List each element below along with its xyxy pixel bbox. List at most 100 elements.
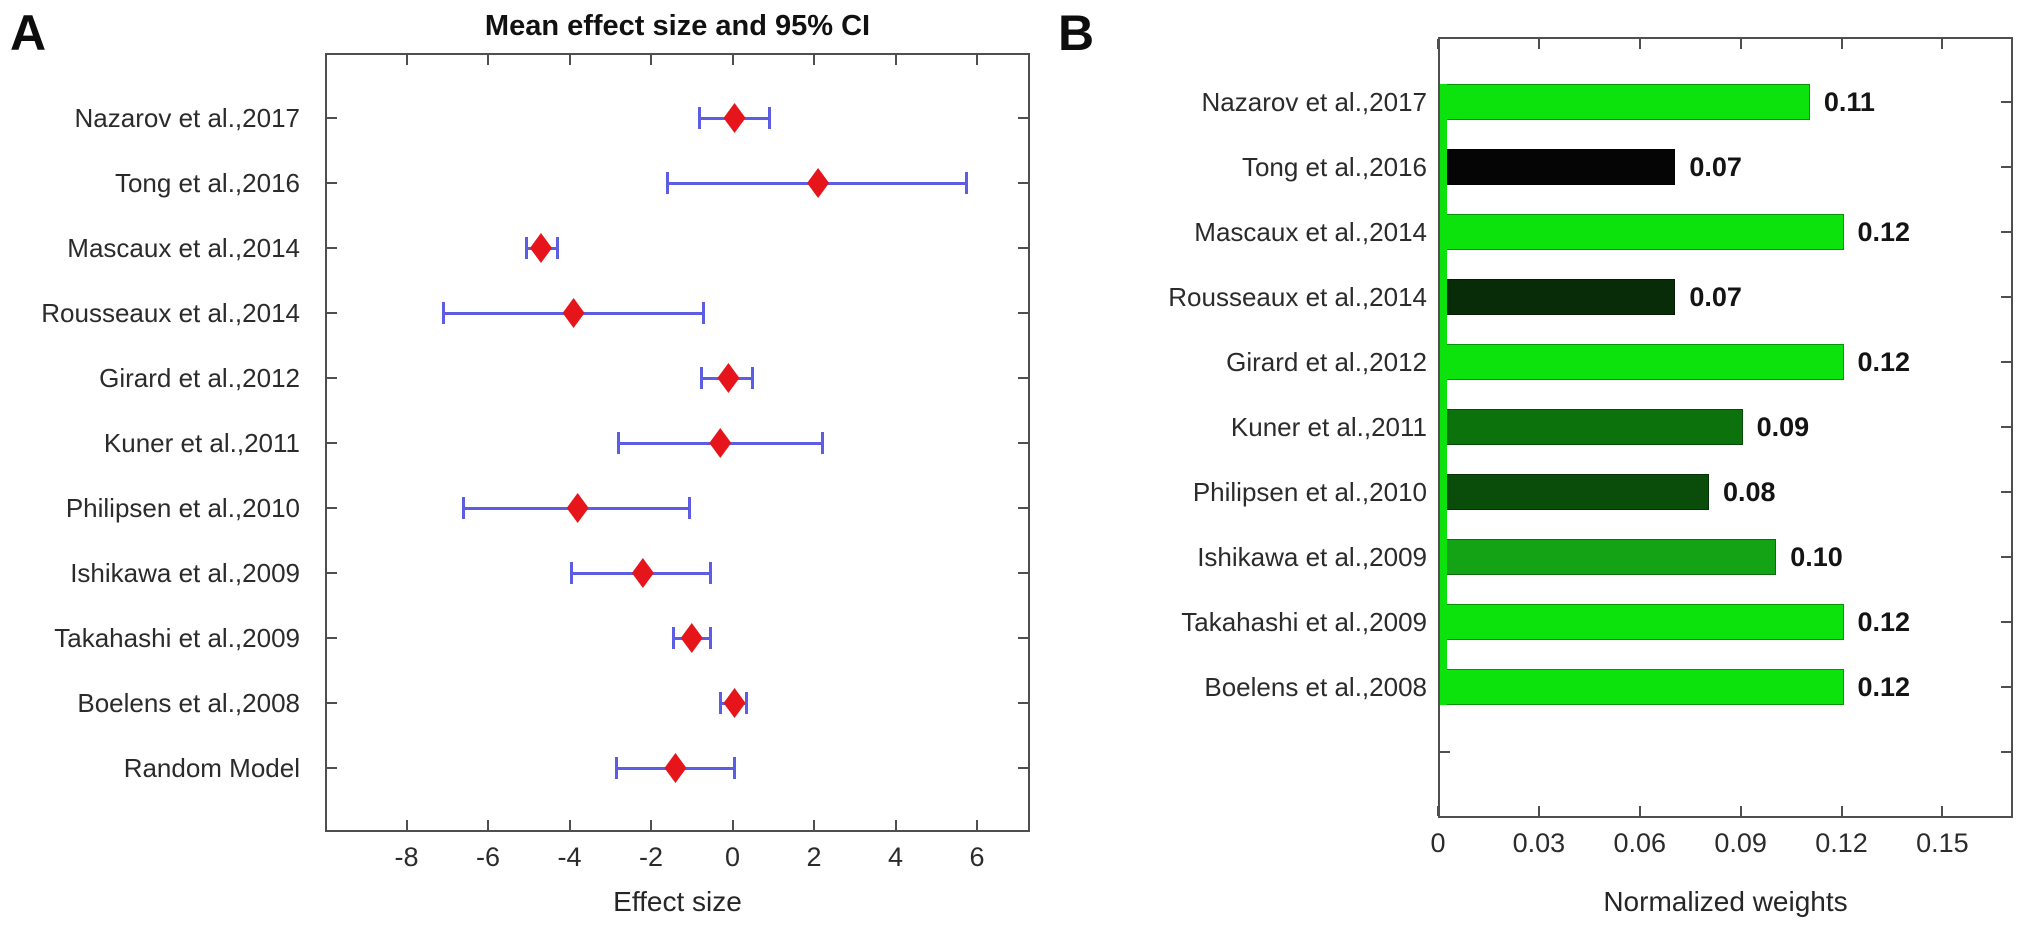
weight-bar	[1440, 279, 1676, 315]
weight-bar	[1440, 344, 1844, 380]
bar-value-label: 0.12	[1857, 672, 1911, 702]
x-tick-bottom	[1638, 806, 1641, 816]
ci-cap-right	[733, 757, 737, 779]
x-tick-bottom	[487, 820, 489, 830]
y-tick-left	[327, 312, 337, 314]
x-tick-label: 0.03	[1512, 828, 1566, 858]
bar-category-label: Tong et al.,2016	[1241, 152, 1427, 182]
forest-study-label: Ishikawa et al.,2009	[70, 558, 300, 588]
bar-category-label: Kuner et al.,2011	[1230, 412, 1427, 442]
ci-cap-left	[441, 302, 445, 324]
baseline-stripe	[1440, 84, 1447, 705]
y-tick-right	[2001, 491, 2011, 493]
x-tick-top	[731, 55, 734, 65]
y-tick-right	[2001, 686, 2011, 688]
x-tick-bottom	[1739, 806, 1742, 816]
x-tick-bottom	[1941, 806, 1944, 816]
mean-diamond-marker	[709, 428, 732, 458]
ci-cap-right	[751, 367, 755, 389]
bar-category-label: Philipsen et al.,2010	[1192, 477, 1427, 507]
ci-cap-right	[702, 302, 706, 324]
x-tick-label: 2	[806, 842, 822, 872]
y-tick-right	[2001, 426, 2011, 428]
y-tick-right	[1018, 377, 1028, 379]
ci-cap-left	[665, 172, 669, 194]
y-tick-right	[1018, 117, 1028, 119]
y-tick-right	[1018, 182, 1028, 184]
x-tick-label: 4	[888, 842, 904, 872]
x-tick-top	[1739, 39, 1742, 49]
x-tick-bottom	[1840, 806, 1843, 816]
x-tick-top	[1638, 39, 1641, 49]
weight-bar	[1440, 409, 1743, 445]
x-tick-top	[1537, 39, 1540, 49]
bar-value-label: 0.08	[1723, 477, 1776, 507]
bar-value-label: 0.12	[1857, 347, 1911, 377]
bar-category-label: Rousseaux et al.,2014	[1168, 282, 1427, 312]
x-tick-bottom	[731, 820, 734, 830]
bar-category-label: Mascaux et al.,2014	[1194, 217, 1427, 247]
panel-a-letter: A	[10, 5, 47, 61]
weight-bar	[1440, 604, 1844, 640]
bar-category-label: Girard et al.,2012	[1226, 347, 1427, 377]
mean-diamond-marker	[717, 363, 740, 393]
x-tick-bottom	[813, 820, 816, 830]
bar-value-label: 0.10	[1790, 542, 1843, 572]
bar-category-label: Nazarov et al.,2017	[1201, 87, 1427, 117]
x-tick-top	[813, 55, 816, 65]
ci-cap-right	[965, 172, 969, 194]
weight-bar	[1440, 149, 1676, 185]
x-tick-top	[1941, 39, 1944, 49]
x-tick-label: 6	[969, 842, 985, 872]
x-tick-label: -4	[557, 842, 582, 872]
x-tick-label: -6	[475, 842, 500, 872]
y-tick-left	[327, 117, 337, 119]
mean-diamond-marker	[631, 558, 654, 588]
x-tick-bottom	[405, 820, 408, 830]
mean-diamond-marker	[680, 623, 703, 653]
forest-study-label: Kuner et al.,2011	[103, 428, 300, 458]
x-tick-label: 0.06	[1613, 828, 1667, 858]
y-tick-right	[1018, 702, 1028, 704]
bar-value-label: 0.07	[1689, 282, 1742, 312]
bar-category-label: Boelens et al.,2008	[1204, 672, 1427, 702]
ci-cap-right	[708, 562, 712, 584]
forest-study-label: Nazarov et al.,2017	[74, 103, 300, 133]
weight-bar	[1440, 214, 1844, 250]
y-tick-left	[327, 377, 337, 379]
x-tick-bottom	[1437, 806, 1439, 816]
ci-cap-left	[570, 562, 574, 584]
mean-diamond-marker	[723, 688, 746, 718]
bar-value-label: 0.07	[1689, 152, 1742, 182]
forest-study-label: Philipsen et al.,2010	[65, 493, 300, 523]
bar-xaxis-label: Normalized weights	[1603, 886, 1848, 917]
x-tick-bottom	[976, 820, 979, 830]
y-tick-left	[327, 442, 337, 444]
ci-cap-left	[718, 692, 722, 714]
ci-cap-left	[698, 107, 702, 129]
mean-diamond-marker	[664, 753, 687, 783]
mean-diamond-marker	[566, 493, 589, 523]
x-tick-top	[568, 55, 571, 65]
weight-bar	[1440, 539, 1777, 575]
weight-bar	[1440, 669, 1844, 705]
ci-cap-right	[767, 107, 771, 129]
bar-value-label: 0.12	[1857, 217, 1911, 247]
forest-study-label: Girard et al.,2012	[99, 363, 300, 393]
y-tick-left	[327, 637, 337, 639]
weight-bar	[1440, 474, 1709, 510]
x-tick-bottom	[1537, 806, 1540, 816]
y-tick-right	[1018, 312, 1028, 314]
forest-xaxis-label: Effect size	[613, 886, 742, 917]
x-tick-top	[894, 55, 897, 65]
x-tick-bottom	[650, 820, 652, 830]
ci-cap-left	[525, 237, 529, 259]
forest-study-label: Random Model	[123, 753, 300, 783]
x-tick-label: 0	[1430, 828, 1446, 858]
y-tick-right	[2001, 101, 2011, 103]
y-tick-right	[2001, 231, 2011, 233]
y-tick-right	[1018, 767, 1028, 769]
x-tick-label: 0	[724, 842, 741, 872]
x-tick-top	[976, 55, 979, 65]
